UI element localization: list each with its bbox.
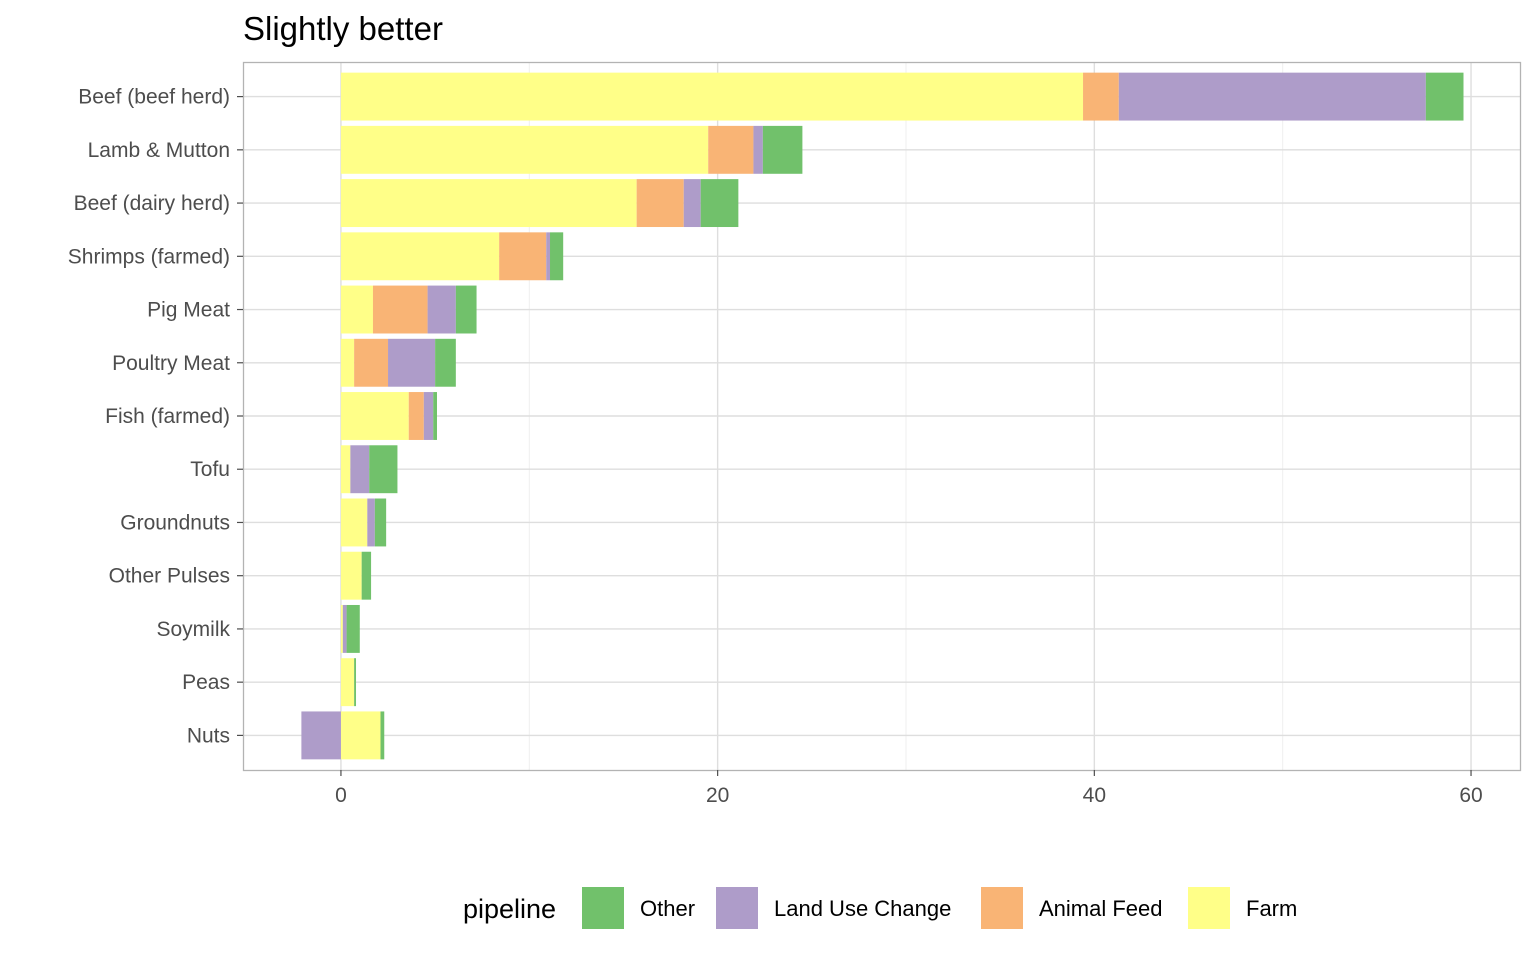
bar-lamb-and-mutton-other <box>762 125 803 174</box>
legend-key-land-use-change <box>716 887 758 929</box>
category-label-other-pulses: Other Pulses <box>109 565 230 588</box>
category-label-groundnuts: Groundnuts <box>120 511 230 534</box>
bar-groundnuts-land-use-change <box>367 498 375 547</box>
bar-pig-meat-other <box>455 285 477 334</box>
bar-shrimps-farmed-other <box>550 232 564 281</box>
x-tick-label: 40 <box>1083 784 1106 807</box>
bar-fish-farmed-land-use-change <box>423 392 434 440</box>
panel-border <box>242 61 1522 772</box>
legend: pipeline Other Land Use Change Animal Feed… <box>463 887 1297 929</box>
bar-fish-farmed-other <box>433 392 437 440</box>
category-label-pig-meat: Pig Meat <box>147 299 230 322</box>
bar-shrimps-farmed-animal-feed <box>499 232 547 281</box>
bar-poultry-meat-land-use-change <box>388 338 436 387</box>
category-label-peas: Peas <box>182 671 230 694</box>
bar-beef-beef-herd-land-use-change <box>1118 72 1426 121</box>
category-label-beef-dairy-herd: Beef (dairy herd) <box>74 192 230 215</box>
bar-pig-meat-animal-feed <box>372 285 428 334</box>
category-label-tofu: Tofu <box>190 458 230 481</box>
legend-label-other: Other <box>640 896 695 921</box>
category-label-beef-beef-herd: Beef (beef herd) <box>78 86 230 109</box>
bar-soymilk-other <box>346 604 360 653</box>
x-tick-label: 20 <box>706 784 729 807</box>
bar-lamb-and-mutton-animal-feed <box>708 125 754 174</box>
legend-label-animal-feed: Animal Feed <box>1039 896 1163 921</box>
bar-pig-meat-farm <box>340 285 373 334</box>
bar-beef-dairy-herd-farm <box>340 179 637 228</box>
category-label-shrimps-farmed: Shrimps (farmed) <box>68 245 230 268</box>
bar-shrimps-farmed-farm <box>340 232 500 281</box>
category-label-soymilk: Soymilk <box>156 618 230 641</box>
bar-soymilk-land-use-change <box>342 604 347 653</box>
bar-peas-other <box>354 658 357 707</box>
legend-key-other <box>582 887 624 929</box>
bar-groundnuts-other <box>374 498 387 547</box>
bar-poultry-meat-animal-feed <box>354 338 389 387</box>
bar-groundnuts-farm <box>340 498 368 547</box>
bar-soymilk-farm <box>340 604 343 653</box>
legend-label-farm: Farm <box>1246 896 1297 921</box>
category-label-nuts: Nuts <box>187 724 230 747</box>
legend-key-animal-feed <box>981 887 1023 929</box>
axis-layer: Beef (beef herd) Lamb & Mutton Beef (dairy… <box>68 86 1483 807</box>
bar-shrimps-farmed-land-use-change <box>546 232 551 281</box>
bar-beef-dairy-herd-other <box>700 179 739 228</box>
bar-other-pulses-other <box>361 551 372 600</box>
x-tick-label: 60 <box>1459 784 1482 807</box>
bar-lamb-and-mutton-land-use-change <box>753 125 763 174</box>
bar-beef-dairy-herd-land-use-change <box>683 179 701 228</box>
chart-title: Slightly better <box>243 10 443 47</box>
bar-fish-farmed-farm <box>340 392 409 440</box>
category-label-fish-farmed: Fish (farmed) <box>105 405 230 428</box>
bar-nuts-land-use-change <box>301 711 341 760</box>
category-label-poultry-meat: Poultry Meat <box>112 352 230 375</box>
legend-title: pipeline <box>463 894 556 924</box>
bar-beef-beef-herd-other <box>1425 72 1464 121</box>
bar-tofu-land-use-change <box>350 445 370 494</box>
bar-beef-dairy-herd-animal-feed <box>636 179 684 228</box>
bar-poultry-meat-other <box>435 338 456 387</box>
bar-layer <box>301 72 1464 760</box>
bar-tofu-other <box>369 445 398 494</box>
x-tick-label: 0 <box>335 784 347 807</box>
bar-poultry-meat-farm <box>340 338 355 387</box>
legend-key-farm <box>1188 887 1230 929</box>
bar-tofu-farm <box>340 445 351 494</box>
bar-beef-beef-herd-farm <box>340 72 1084 121</box>
bar-beef-beef-herd-animal-feed <box>1083 72 1119 121</box>
bar-other-pulses-farm <box>340 551 362 600</box>
bar-nuts-farm <box>340 711 381 760</box>
bar-pig-meat-land-use-change <box>427 285 456 334</box>
bar-peas-farm <box>340 658 355 707</box>
bar-fish-farmed-animal-feed <box>408 392 424 440</box>
bar-nuts-other <box>380 711 385 760</box>
bar-lamb-and-mutton-farm <box>340 125 709 174</box>
legend-label-land-use-change: Land Use Change <box>774 896 951 921</box>
category-label-lamb-and-mutton: Lamb & Mutton <box>88 139 230 162</box>
